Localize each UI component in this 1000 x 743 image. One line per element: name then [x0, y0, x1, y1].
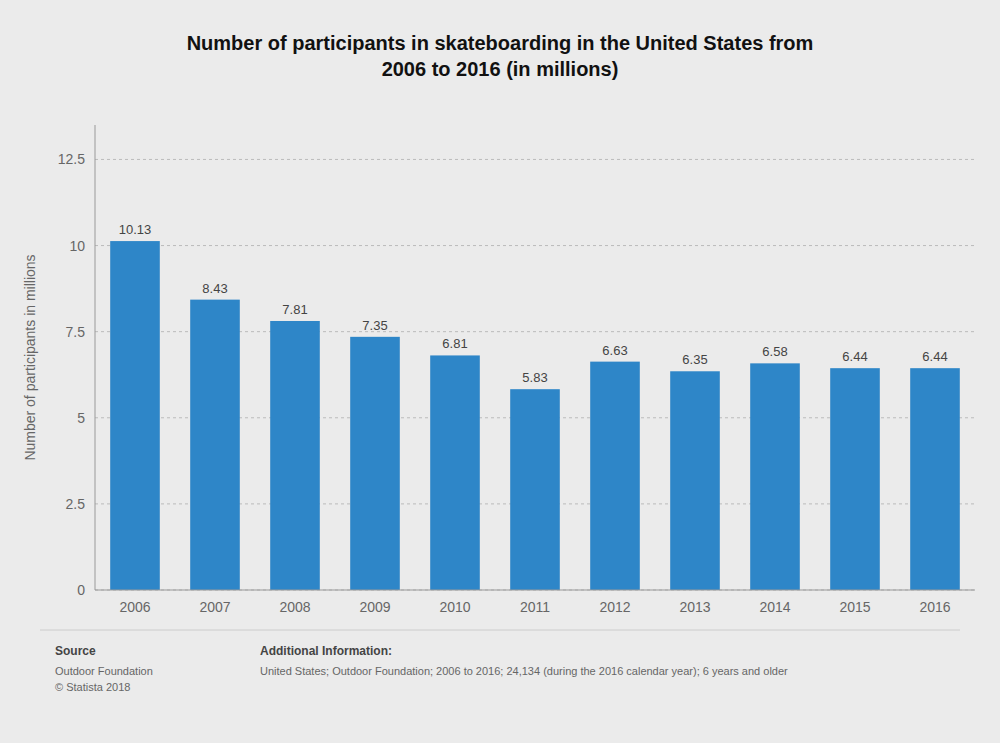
- data-label: 7.81: [282, 302, 307, 317]
- x-tick-label: 2010: [439, 599, 470, 615]
- text-line: © Statista 2018: [55, 681, 130, 693]
- data-label: 6.35: [682, 352, 707, 367]
- chart-svg: Number of participants in skateboarding …: [0, 0, 1000, 743]
- y-tick-label: 5: [77, 410, 85, 426]
- text-line: 2006 to 2016 (in millions): [382, 58, 619, 80]
- text-line: Additional Information:: [260, 644, 392, 658]
- annotation: Source: [55, 644, 96, 658]
- y-tick-label: 12.5: [58, 151, 85, 167]
- background: [0, 0, 1000, 743]
- chart-container: Number of participants in skateboarding …: [0, 0, 1000, 743]
- x-tick-label: 2014: [759, 599, 790, 615]
- y-axis-label: Number of participants in millions: [22, 254, 38, 460]
- bar: [430, 355, 480, 590]
- annotation: Additional Information:: [260, 644, 392, 658]
- bar: [270, 321, 320, 590]
- x-axis-line: [95, 590, 975, 591]
- x-tick-label: 2008: [279, 599, 310, 615]
- bar: [510, 389, 560, 590]
- y-tick-label: 7.5: [66, 324, 86, 340]
- x-tick-label: 2007: [199, 599, 230, 615]
- text-line: Outdoor Foundation: [55, 665, 153, 677]
- bar: [910, 368, 960, 590]
- footer-divider: [40, 630, 960, 631]
- y-axis-line: [95, 125, 96, 590]
- x-tick-label: 2011: [520, 599, 550, 615]
- bars: [110, 241, 960, 590]
- data-labels: 10.13 8.43 7.81 7.35 6.81 5.83 6.63 6.35 6.58 6.4…: [119, 222, 948, 385]
- grid-line: [95, 245, 975, 246]
- text-line: Source: [55, 644, 96, 658]
- x-tick-label: 2016: [919, 599, 950, 615]
- bar: [590, 362, 640, 590]
- data-label: 7.35: [362, 318, 387, 333]
- y-tick-label: 2.5: [66, 496, 86, 512]
- bar: [830, 368, 880, 590]
- title: Number of participants in skateboarding …: [187, 32, 814, 80]
- data-label: 6.44: [842, 349, 867, 364]
- text-line: Number of participants in skateboarding …: [187, 32, 814, 54]
- bar: [670, 371, 720, 590]
- bar: [110, 241, 160, 590]
- x-tick-label: 2009: [359, 599, 390, 615]
- x-tick-label: 2013: [679, 599, 710, 615]
- data-label: 6.44: [922, 349, 947, 364]
- grid-line: [95, 590, 975, 591]
- grid: [95, 159, 975, 590]
- y-tick-label: 0: [77, 582, 85, 598]
- bar: [190, 300, 240, 590]
- x-tick-label: 2015: [839, 599, 870, 615]
- x-tick-label: 2012: [599, 599, 630, 615]
- annotation: United States; Outdoor Foundation; 2006 …: [260, 665, 788, 677]
- data-label: 5.83: [522, 370, 547, 385]
- data-label: 6.58: [762, 344, 787, 359]
- text-line: United States; Outdoor Foundation; 2006 …: [260, 665, 788, 677]
- x-tick-label: 2006: [119, 599, 150, 615]
- bar: [750, 363, 800, 590]
- y-tick-label: 10: [69, 238, 85, 254]
- data-label: 6.81: [442, 336, 467, 351]
- data-label: 6.63: [602, 343, 627, 358]
- grid-line: [95, 159, 975, 160]
- data-label: 10.13: [119, 222, 152, 237]
- annotation: Outdoor Foundation © Statista 2018: [55, 665, 153, 693]
- data-label: 8.43: [202, 281, 227, 296]
- bar: [350, 337, 400, 590]
